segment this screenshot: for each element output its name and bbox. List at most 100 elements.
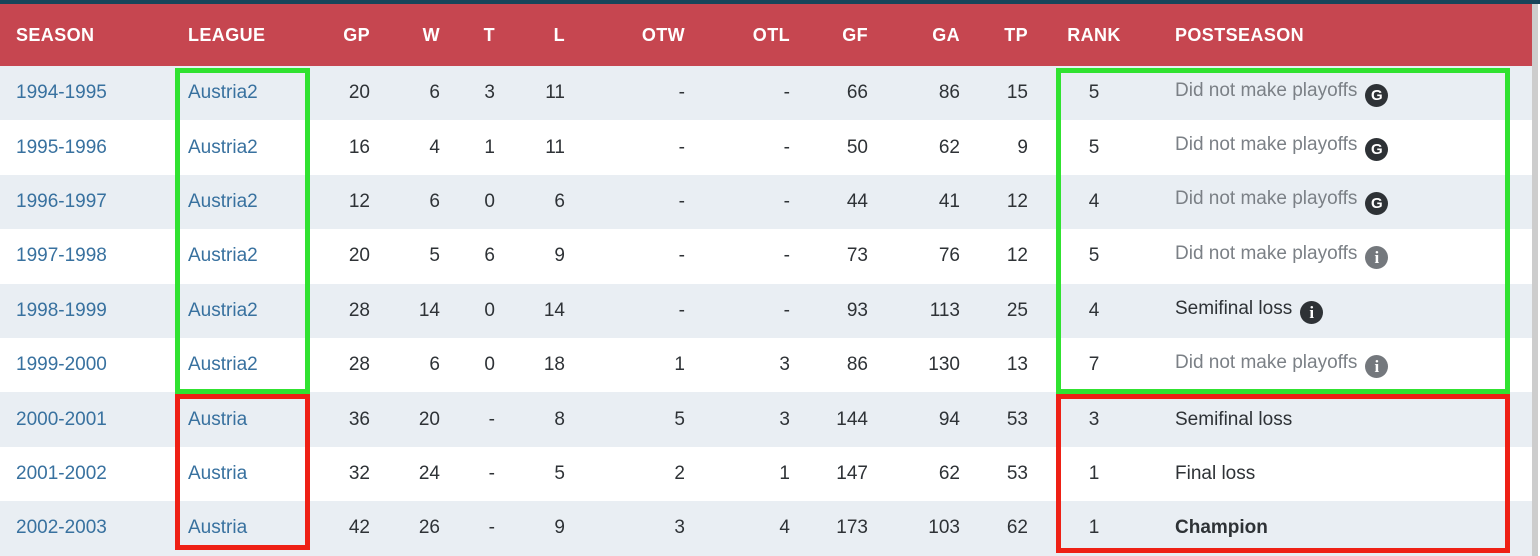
t-cell: 6	[484, 245, 495, 267]
league-link[interactable]: Austria2	[188, 245, 258, 267]
season-link[interactable]: 1997-1998	[16, 245, 107, 267]
season-link[interactable]: 1996-1997	[16, 190, 107, 212]
g-badge-icon[interactable]: G	[1365, 192, 1389, 216]
tp-cell: 9	[1017, 136, 1028, 158]
otl-cell: 4	[779, 517, 790, 539]
w-cell: 6	[429, 354, 440, 376]
season-stats-row: 2001-2002 Austria 32 24 - 5 2 1 147 62 5…	[0, 446, 1533, 502]
w-cell: 14	[418, 299, 440, 321]
season-link[interactable]: 2002-2003	[16, 517, 107, 539]
info-icon[interactable]: i	[1300, 300, 1324, 324]
postseason-cell: Final loss	[1140, 447, 1533, 501]
season-link[interactable]: 1998-1999	[16, 299, 107, 321]
postseason-cell: Semifinal loss i	[1140, 284, 1533, 338]
postseason-text: Final loss	[1175, 462, 1256, 484]
otw-cell: -	[678, 136, 685, 158]
l-cell: 9	[554, 245, 565, 267]
ga-cell: 113	[929, 299, 960, 321]
season-cell: 1996-1997	[0, 175, 175, 229]
w-cell: 24	[418, 462, 440, 484]
rank-cell: 5	[1088, 136, 1100, 158]
gf-cell: 73	[846, 245, 868, 267]
gf-cell: 144	[836, 408, 868, 430]
season-stats-table: SEASON LEAGUE GP W T L OTW OTL GF GA TP …	[0, 4, 1533, 556]
season-link[interactable]: 1995-1996	[16, 136, 107, 158]
otw-cell: -	[678, 190, 685, 212]
postseason-text: Did not make playoffs	[1175, 134, 1358, 156]
info-icon[interactable]: i	[1365, 355, 1389, 379]
postseason-text: Did not make playoffs	[1175, 352, 1358, 374]
league-link[interactable]: Austria2	[188, 136, 258, 158]
rank-cell: 5	[1088, 245, 1100, 267]
otl-cell: 3	[779, 354, 790, 376]
league-cell: Austria	[175, 392, 310, 446]
otl-cell: -	[783, 299, 790, 321]
ga-cell: 62	[938, 136, 960, 158]
season-cell: 2001-2002	[0, 447, 175, 501]
gp-cell: 16	[348, 136, 370, 158]
season-link[interactable]: 2000-2001	[16, 408, 107, 430]
tp-cell: 53	[1006, 462, 1028, 484]
gp-cell: 28	[348, 299, 370, 321]
gp-cell: 42	[348, 517, 370, 539]
postseason-cell: Did not make playoffs G	[1140, 66, 1533, 120]
rank-cell: 4	[1088, 190, 1100, 212]
season-cell: 1995-1996	[0, 120, 175, 174]
postseason-cell: Did not make playoffs i	[1140, 338, 1533, 392]
col-header-w: W	[390, 4, 460, 66]
t-cell: 0	[484, 354, 495, 376]
season-link[interactable]: 1994-1995	[16, 82, 107, 104]
season-link[interactable]: 2001-2002	[16, 462, 107, 484]
league-link[interactable]: Austria	[188, 517, 248, 539]
rank-cell: 7	[1088, 354, 1100, 376]
rank-cell: 3	[1088, 408, 1100, 430]
postseason-cell: Champion	[1140, 501, 1533, 555]
rank-cell: 1	[1088, 462, 1100, 484]
gf-cell: 44	[846, 190, 868, 212]
gp-cell: 20	[348, 82, 370, 104]
postseason-text: Did not make playoffs	[1175, 188, 1358, 210]
g-badge-icon[interactable]: G	[1365, 138, 1389, 162]
league-link[interactable]: Austria	[188, 462, 248, 484]
tp-cell: 25	[1006, 299, 1028, 321]
season-cell: 2002-2003	[0, 501, 175, 555]
w-cell: 6	[429, 190, 440, 212]
otl-cell: -	[783, 245, 790, 267]
gp-cell: 36	[348, 408, 370, 430]
info-icon[interactable]: i	[1365, 246, 1389, 270]
league-link[interactable]: Austria2	[188, 190, 258, 212]
l-cell: 18	[543, 354, 565, 376]
t-cell: 0	[484, 299, 495, 321]
league-link[interactable]: Austria2	[188, 299, 258, 321]
otw-cell: 1	[674, 354, 685, 376]
header-row: SEASON LEAGUE GP W T L OTW OTL GF GA TP …	[0, 4, 1533, 66]
league-cell: Austria2	[175, 338, 310, 392]
gp-cell: 12	[348, 190, 370, 212]
ga-cell: 76	[938, 245, 960, 267]
league-link[interactable]: Austria2	[188, 82, 258, 104]
w-cell: 20	[418, 408, 440, 430]
tp-cell: 12	[1006, 245, 1028, 267]
l-cell: 14	[543, 299, 565, 321]
season-stats-row: 1998-1999 Austria2 28 14 0 14 - - 93 113…	[0, 283, 1533, 338]
season-stats-row: 1999-2000 Austria2 28 6 0 18 1 3 86 130 …	[0, 337, 1533, 393]
col-header-l: L	[515, 4, 585, 66]
league-cell: Austria2	[175, 175, 310, 229]
postseason-text: Champion	[1175, 517, 1268, 539]
ga-cell: 62	[938, 462, 960, 484]
g-badge-icon[interactable]: G	[1365, 83, 1389, 107]
league-link[interactable]: Austria2	[188, 354, 258, 376]
league-link[interactable]: Austria	[188, 408, 248, 430]
col-header-rank: RANK	[1048, 4, 1140, 66]
t-cell: 0	[484, 190, 495, 212]
gf-cell: 86	[846, 354, 868, 376]
tp-cell: 13	[1006, 354, 1028, 376]
col-header-postseason: POSTSEASON	[1140, 4, 1533, 66]
league-cell: Austria2	[175, 229, 310, 283]
gp-cell: 20	[348, 245, 370, 267]
postseason-text: Did not make playoffs	[1175, 243, 1358, 265]
l-cell: 11	[545, 136, 565, 158]
ga-cell: 86	[938, 82, 960, 104]
rank-cell: 5	[1088, 82, 1100, 104]
season-link[interactable]: 1999-2000	[16, 354, 107, 376]
